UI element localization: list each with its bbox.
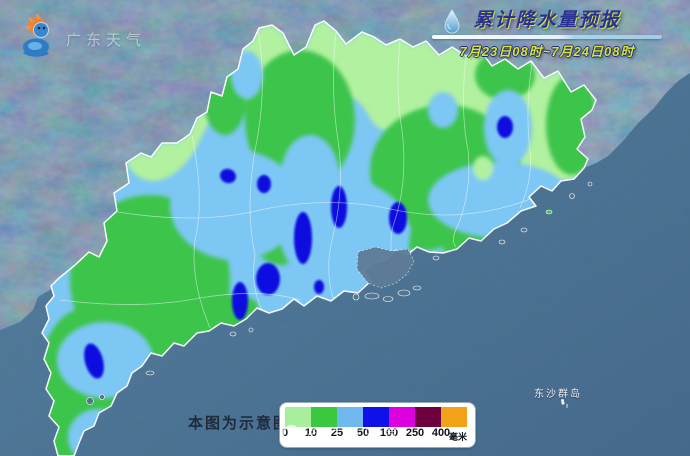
forecast-period: 7月23日08时~7月24日08时 <box>459 44 635 59</box>
legend-swatch <box>311 407 337 427</box>
legend-tick: 400 <box>431 427 451 439</box>
legend-tick: 50 <box>356 427 370 439</box>
legend-swatch-row <box>285 407 467 427</box>
raindrop-icon <box>444 9 460 34</box>
legend-tick: 100 <box>379 427 399 439</box>
station-logo: 广东天气 <box>20 12 146 50</box>
legend-swatch <box>363 407 389 427</box>
dongsha-dot-small <box>566 404 568 406</box>
district-boundaries <box>59 29 541 329</box>
hongkong-region <box>356 246 422 302</box>
forecast-title: 累计降水量预报 <box>473 10 621 31</box>
legend-swatch <box>441 407 467 427</box>
coastal-islands <box>86 181 593 405</box>
legend-swatch <box>415 407 441 427</box>
legend-tick: 10 <box>304 427 318 439</box>
legend-swatch <box>285 407 311 427</box>
rainfall-50-100-cells <box>84 116 513 379</box>
dongsha-island-dot <box>561 401 568 408</box>
title-underline <box>432 35 662 39</box>
schematic-note: 本图为示意图 <box>188 415 291 432</box>
weibo-icon <box>282 425 301 444</box>
legend-tick: 250 <box>405 427 425 439</box>
legend-unit: 毫米 <box>449 432 468 442</box>
watermark-text: @广东天气 <box>307 427 403 444</box>
weibo-watermark: @广东天气 <box>282 424 402 445</box>
legend-swatch <box>389 407 415 427</box>
dongsha-dot <box>561 399 564 402</box>
forecast-title-block: 累计降水量预报 7月23日08时~7月24日08时 <box>430 5 664 60</box>
dongsha-islands-label: 东沙群岛 <box>534 389 582 400</box>
logo-text: 广东天气 <box>66 32 147 49</box>
logo-icon <box>23 13 49 57</box>
legend-swatch <box>337 407 363 427</box>
legend-tick: 25 <box>330 427 344 439</box>
rainfall-legend: 0 10 25 50 100 250 400 毫米 <box>280 403 475 447</box>
